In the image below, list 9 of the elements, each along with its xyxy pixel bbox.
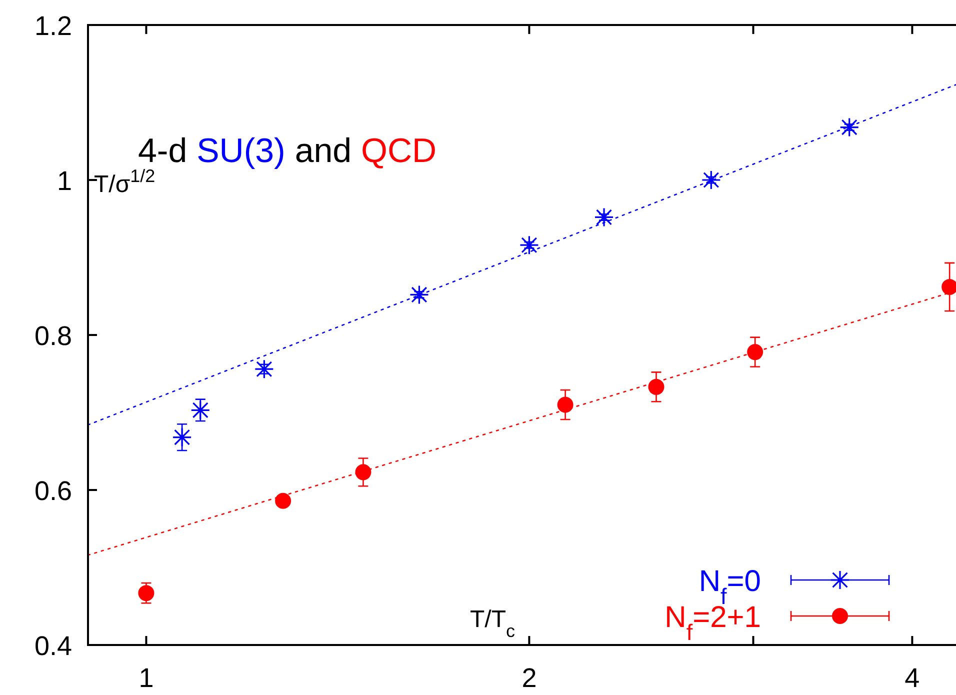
y-tick-label: 0.8 <box>34 321 72 351</box>
x-axis-title: T/T$_{c}$ <box>470 606 515 641</box>
x-tick-label: 4 <box>904 663 920 693</box>
y-tick-label: 0.4 <box>34 631 72 661</box>
y-tick-label: 1 <box>56 166 72 196</box>
x-tick-label: 2 <box>522 663 537 693</box>
y-tick-label: 0.6 <box>34 476 72 506</box>
y-tick-label: 1.2 <box>34 11 72 41</box>
x-tick-label: 1 <box>138 663 154 693</box>
